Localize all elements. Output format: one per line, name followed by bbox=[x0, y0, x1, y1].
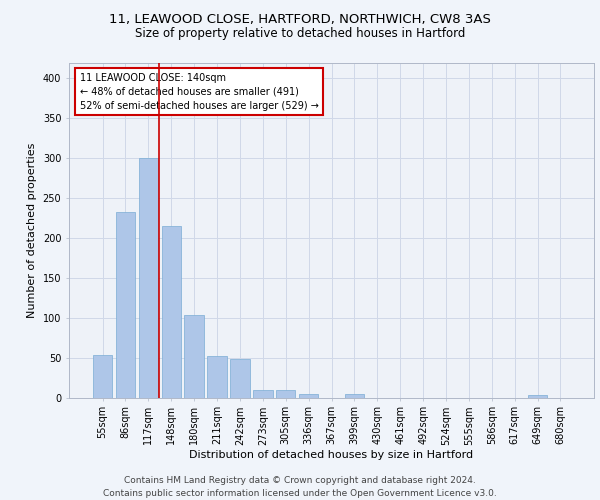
Text: Contains HM Land Registry data © Crown copyright and database right 2024.
Contai: Contains HM Land Registry data © Crown c… bbox=[103, 476, 497, 498]
Bar bbox=[184, 314, 204, 398]
Bar bbox=[139, 158, 158, 398]
X-axis label: Distribution of detached houses by size in Hartford: Distribution of detached houses by size … bbox=[190, 450, 473, 460]
Bar bbox=[93, 355, 112, 398]
Y-axis label: Number of detached properties: Number of detached properties bbox=[27, 142, 37, 318]
Bar bbox=[230, 359, 250, 398]
Bar bbox=[276, 390, 295, 398]
Text: Size of property relative to detached houses in Hartford: Size of property relative to detached ho… bbox=[135, 28, 465, 40]
Bar bbox=[299, 394, 319, 398]
Text: 11 LEAWOOD CLOSE: 140sqm
← 48% of detached houses are smaller (491)
52% of semi-: 11 LEAWOOD CLOSE: 140sqm ← 48% of detach… bbox=[79, 72, 319, 110]
Bar bbox=[344, 394, 364, 398]
Bar bbox=[528, 395, 547, 398]
Bar bbox=[208, 356, 227, 398]
Bar bbox=[116, 212, 135, 398]
Bar bbox=[253, 390, 272, 398]
Bar bbox=[161, 226, 181, 398]
Text: 11, LEAWOOD CLOSE, HARTFORD, NORTHWICH, CW8 3AS: 11, LEAWOOD CLOSE, HARTFORD, NORTHWICH, … bbox=[109, 12, 491, 26]
